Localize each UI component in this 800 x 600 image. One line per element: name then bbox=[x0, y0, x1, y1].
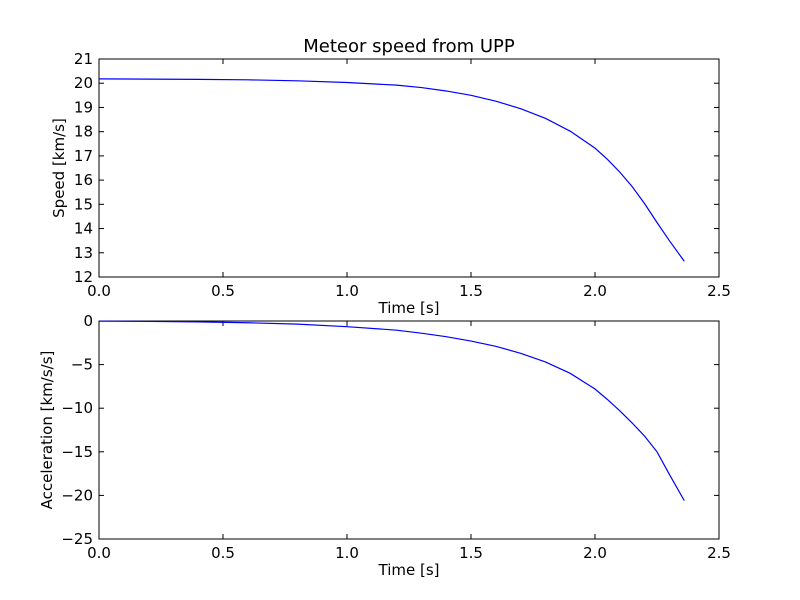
y-tick-label: −15 bbox=[61, 443, 93, 461]
x-tick-label: 2.0 bbox=[583, 544, 607, 562]
y-axis-label: Acceleration [km/s/s] bbox=[38, 351, 56, 510]
x-axis-label: Time [s] bbox=[378, 561, 440, 579]
plot-frame bbox=[98, 58, 720, 278]
series-line-2 bbox=[98, 320, 685, 501]
series-line-1 bbox=[98, 78, 685, 262]
y-tick-label: 0 bbox=[83, 312, 93, 330]
y-axis-label: Speed [km/s] bbox=[50, 118, 68, 218]
y-tick-label: 21 bbox=[74, 50, 93, 68]
chart-title: Meteor speed from UPP bbox=[303, 36, 515, 57]
x-tick-label: 0.5 bbox=[211, 282, 235, 300]
x-tick-label: 1.5 bbox=[459, 282, 483, 300]
y-tick-label: −25 bbox=[61, 530, 93, 548]
x-tick-label: 1.0 bbox=[335, 282, 359, 300]
y-tick-label: 14 bbox=[74, 220, 93, 238]
y-tick-label: 17 bbox=[74, 147, 93, 165]
y-tick-label: 16 bbox=[74, 171, 93, 189]
chart-panel-1: 0.0 0.5 1.0 1.5 2.0 2.5 12 13 14 15 16 17 18 19 20 21 Ti… bbox=[50, 36, 731, 317]
x-tick-label: 1.5 bbox=[459, 544, 483, 562]
y-tick-label: 12 bbox=[74, 268, 93, 286]
y-tick-label: −20 bbox=[61, 486, 93, 504]
y-tick-label: −10 bbox=[61, 399, 93, 417]
plot-frame bbox=[98, 320, 720, 540]
y-tick-label: 15 bbox=[74, 195, 93, 213]
y-tick-label: 20 bbox=[74, 74, 93, 92]
x-tick-label: 0.0 bbox=[87, 544, 111, 562]
x-tick-label: 0.0 bbox=[87, 282, 111, 300]
y-tick-label: 13 bbox=[74, 244, 93, 262]
x-tick-label: 2.0 bbox=[583, 282, 607, 300]
x-tick-label: 2.5 bbox=[707, 544, 731, 562]
x-tick-label: 2.5 bbox=[707, 282, 731, 300]
x-tick-label: 0.5 bbox=[211, 544, 235, 562]
x-tick-label: 1.0 bbox=[335, 544, 359, 562]
y-tick-label: 18 bbox=[74, 123, 93, 141]
x-axis-label: Time [s] bbox=[378, 299, 440, 317]
y-tick-label: −5 bbox=[71, 356, 93, 374]
y-tick-label: 19 bbox=[74, 98, 93, 116]
chart-panel-2: 0.0 0.5 1.0 1.5 2.0 2.5 0 −5 −10 −15 −20 −25 Time [s… bbox=[38, 312, 731, 579]
